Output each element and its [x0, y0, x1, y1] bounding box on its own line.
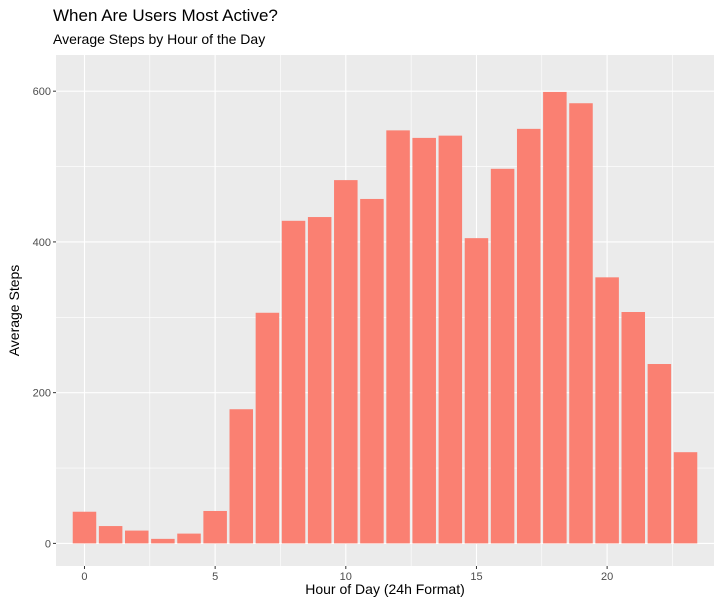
bar [98, 526, 123, 544]
x-tick-label: 20 [601, 571, 613, 583]
chart-title: When Are Users Most Active? [53, 6, 278, 25]
bar [72, 511, 97, 544]
bars [72, 91, 698, 544]
y-tick-label: 400 [33, 237, 51, 249]
bar [621, 312, 646, 544]
y-tick-label: 0 [45, 538, 51, 550]
bar [438, 135, 463, 544]
bar [673, 452, 698, 544]
x-axis-title: Hour of Day (24h Format) [305, 581, 465, 597]
x-tick-label: 0 [81, 571, 87, 583]
x-tick-label: 5 [212, 571, 218, 583]
bar [151, 538, 175, 544]
bar [595, 277, 619, 544]
bar [412, 137, 436, 544]
bar [307, 217, 332, 544]
chart-subtitle: Average Steps by Hour of the Day [53, 31, 266, 47]
bar [543, 91, 567, 544]
bar [203, 510, 227, 544]
bar [464, 238, 489, 544]
x-tick-label: 15 [470, 571, 482, 583]
y-tick-label: 200 [33, 388, 51, 400]
bar [360, 198, 384, 544]
x-tick-label: 10 [340, 571, 352, 583]
y-axis-ticks: 0 200 400 600 [33, 86, 56, 550]
bar [569, 103, 593, 544]
bar [281, 220, 306, 544]
bar [334, 180, 358, 544]
bar [177, 533, 201, 544]
y-tick-label: 600 [33, 86, 51, 98]
bar [255, 312, 280, 544]
bar [229, 409, 254, 544]
bar [647, 364, 672, 544]
minor-gridlines [56, 55, 714, 566]
y-axis-title: Average Steps [6, 265, 22, 357]
bar [516, 128, 541, 544]
bar [386, 130, 410, 544]
x-axis-ticks: 0 5 10 15 20 [81, 566, 613, 583]
bar [124, 530, 149, 544]
bar [490, 168, 515, 544]
